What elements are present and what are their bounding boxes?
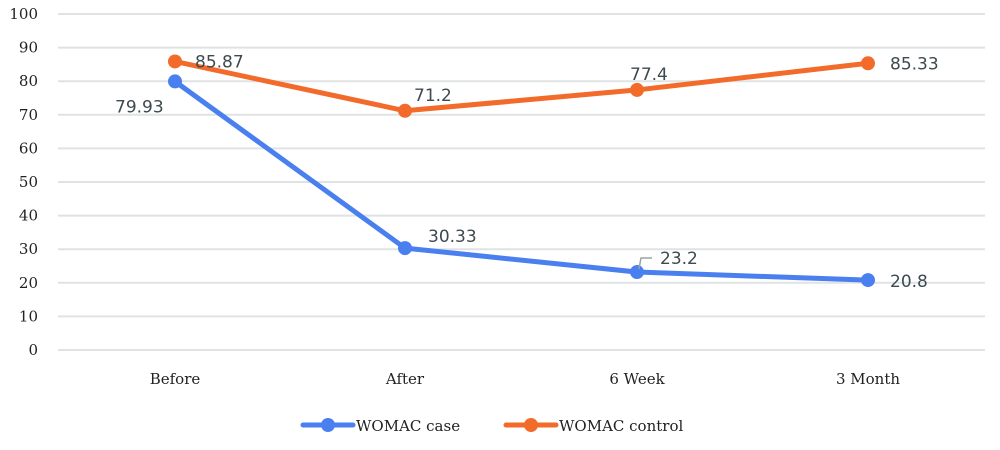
legend-label: WOMAC case [356,417,460,435]
data-label: 71.2 [414,86,452,106]
y-tick-label: 70 [19,106,38,124]
y-axis: 0 10 20 30 40 50 60 70 80 90 100 [9,5,38,359]
data-point [630,82,644,97]
data-point [168,74,182,89]
leader-line [638,257,652,270]
data-point [398,103,412,118]
data-label: 30.33 [428,227,477,247]
data-point [630,265,644,280]
x-tick-label: 3 Month [836,370,900,388]
legend-marker [524,418,538,432]
data-point [398,241,412,256]
x-axis: Before After 6 Week 3 Month [150,370,901,388]
gridlines [58,13,985,351]
legend-marker [321,418,335,432]
series-line-case [172,78,871,283]
data-label: 77.4 [630,65,668,85]
x-tick-label: 6 Week [609,370,665,388]
y-tick-label: 90 [19,39,38,57]
data-point [861,56,875,71]
y-tick-label: 50 [19,173,38,191]
x-tick-label: Before [150,370,201,388]
y-tick-label: 20 [19,274,38,292]
data-point [168,54,182,69]
y-tick-label: 0 [28,341,38,359]
data-label: 20.8 [890,272,928,292]
data-label: 23.2 [660,249,698,269]
data-label: 85.33 [890,54,939,74]
y-tick-label: 100 [9,5,38,23]
series-line-control [172,58,871,114]
y-tick-label: 40 [19,207,38,225]
data-labels: 79.93 30.33 23.2 20.8 85.87 71.2 77.4 85.33 [115,52,939,292]
data-label: 85.87 [195,52,244,72]
series-group [168,54,875,288]
legend-label: WOMAC control [559,417,683,435]
y-tick-label: 10 [19,307,38,325]
data-point [861,273,875,288]
y-tick-label: 60 [19,139,38,157]
y-tick-label: 80 [19,72,38,90]
data-label: 79.93 [115,97,164,117]
legend: WOMAC case WOMAC control [300,417,683,435]
x-tick-label: After [385,370,425,388]
y-tick-label: 30 [19,240,38,258]
